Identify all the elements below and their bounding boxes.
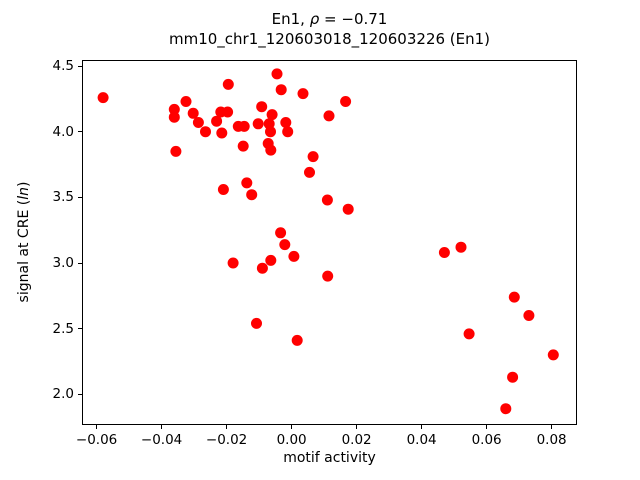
x-tick-label: 0.00 [276,432,307,448]
data-point [280,117,292,128]
data-point [265,254,277,266]
chart-title: En1, ρ = −0.71 [82,9,577,29]
x-tick-label: 0.02 [341,432,372,448]
x-tick-label: 0.04 [406,432,437,448]
data-point [192,117,204,128]
data-point [187,107,199,119]
x-tick-mark [291,425,293,429]
x-tick-label: −0.02 [205,432,248,448]
y-label-italic: ln [16,187,32,200]
x-tick-label: 0.08 [536,432,567,448]
plot-border [82,60,577,425]
title-rho-value: = −0.71 [319,10,388,28]
data-point [547,349,559,361]
data-point [222,106,234,118]
data-point [321,194,333,206]
scatter-canvas [82,60,577,425]
data-point [168,111,180,123]
y-tick-label: 3.5 [52,189,74,206]
data-point [500,403,512,415]
data-point [275,227,287,239]
y-tick-label: 4.0 [52,123,74,140]
data-point [463,328,475,340]
data-point [307,151,319,163]
data-point [323,110,335,122]
data-point [291,334,303,346]
data-point [265,126,276,138]
x-tick-mark [551,425,553,429]
y-tick-label: 2.0 [52,386,74,403]
data-point [246,189,258,201]
data-point [256,262,268,274]
data-point [237,140,249,152]
data-point [275,84,287,96]
data-point [266,109,278,121]
data-point [279,239,291,251]
title-rho-symbol: ρ [309,10,320,28]
x-tick-label: 0.06 [471,432,502,448]
chart-subtitle: mm10_chr1_120603018_120603226 (En1) [168,30,491,48]
y-tick-label: 2.5 [52,320,74,337]
data-point [222,78,234,90]
x-tick-mark [486,425,488,429]
data-point [168,103,180,115]
data-point [238,120,250,132]
data-point [507,371,519,383]
x-tick-mark [226,425,228,429]
data-point [217,184,229,195]
x-tick-mark [96,425,98,429]
data-point [227,257,239,269]
data-point [216,127,228,139]
data-point [180,96,192,107]
data-point [523,310,535,321]
data-point [438,247,450,258]
data-point [342,203,354,215]
y-tick-mark [78,196,82,198]
y-label-suffix: ) [16,181,32,188]
y-tick-mark [78,65,82,67]
data-point [297,88,309,100]
data-point [252,118,264,130]
data-point [170,145,182,157]
data-point [265,144,277,156]
data-point [97,92,109,104]
data-point [282,126,294,138]
title-prefix: En1, [271,10,310,28]
x-tick-mark [161,425,163,429]
y-tick-mark [78,131,82,133]
y-tick-mark [78,328,82,330]
y-tick-mark [78,262,82,264]
data-point [256,101,268,113]
x-tick-mark [421,425,423,429]
data-point [241,177,253,189]
y-tick-mark [78,393,82,395]
data-point [304,166,315,178]
data-point [200,126,211,138]
data-point [508,291,520,303]
y-tick-label: 4.5 [52,58,74,74]
data-point [455,241,467,253]
plot-area [82,60,577,425]
data-point [322,270,334,282]
x-tick-label: −0.04 [140,432,183,448]
y-tick-label: 3.0 [52,255,74,271]
data-point [251,317,262,329]
x-tick-mark [356,425,358,429]
x-tick-label: −0.06 [75,432,118,448]
data-point [288,250,300,262]
data-point [340,96,352,107]
data-point [211,115,223,127]
data-point [271,68,283,80]
y-axis-label: signal at CRE (ln) [16,182,32,303]
x-axis-label: motif activity [283,450,376,466]
y-label-prefix: signal at CRE ( [16,199,32,303]
